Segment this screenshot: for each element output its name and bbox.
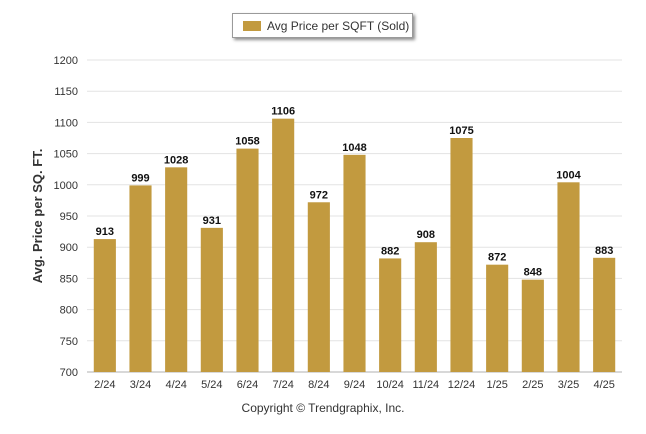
x-tick-label: 2/25 [522, 379, 543, 391]
bar [236, 148, 259, 372]
bar-value-label: 931 [203, 215, 221, 227]
bar [129, 185, 152, 372]
bar [486, 264, 509, 372]
bar [379, 258, 402, 372]
bar-value-label: 1106 [271, 106, 295, 118]
bar [450, 138, 473, 372]
bar [557, 182, 580, 372]
bar-value-label: 883 [595, 245, 613, 257]
y-tick-label: 700 [60, 367, 78, 379]
bar-value-label: 999 [131, 172, 149, 184]
x-tick-label: 2/24 [94, 379, 115, 391]
bar-value-label: 848 [524, 267, 542, 279]
bar [521, 279, 544, 372]
bar [165, 167, 188, 372]
bar-value-label: 882 [381, 245, 399, 257]
bar-value-label: 1048 [342, 142, 366, 154]
x-tick-label: 3/24 [130, 379, 151, 391]
x-tick-label: 1/25 [486, 379, 507, 391]
x-tick-label: 6/24 [237, 379, 258, 391]
x-tick-label: 4/24 [165, 379, 186, 391]
bar-value-label: 872 [488, 252, 506, 264]
y-tick-label: 1000 [54, 180, 78, 192]
bar [343, 154, 366, 372]
x-tick-label: 12/24 [448, 379, 476, 391]
x-tick-label: 4/25 [593, 379, 614, 391]
legend: Avg Price per SQFT (Sold) [232, 13, 413, 38]
bar-value-label: 1075 [449, 125, 473, 137]
y-tick-label: 1050 [54, 149, 78, 161]
x-tick-label: 7/24 [272, 379, 293, 391]
x-tick-label: 5/24 [201, 379, 222, 391]
bar [307, 202, 330, 372]
x-tick-label: 11/24 [412, 379, 439, 391]
bar-value-label: 1028 [164, 154, 188, 166]
x-tick-label: 8/24 [308, 379, 329, 391]
bar [200, 227, 223, 372]
y-tick-label: 750 [60, 336, 78, 348]
y-axis-label: Avg. Price per SQ. FT. [30, 149, 45, 284]
y-tick-label: 1200 [54, 55, 78, 67]
x-tick-label: 10/24 [376, 379, 404, 391]
copyright-footer: Copyright © Trendgraphix, Inc. [241, 401, 405, 415]
y-tick-label: 950 [60, 211, 78, 223]
bar-value-label: 1058 [235, 136, 259, 148]
y-tick-label: 1150 [54, 86, 78, 98]
bar-value-label: 1004 [556, 169, 581, 181]
bar-value-label: 908 [417, 229, 435, 241]
y-tick-label: 850 [60, 273, 78, 285]
bar-value-label: 913 [96, 226, 114, 238]
y-tick-label: 1100 [54, 117, 78, 129]
legend-swatch [243, 20, 261, 31]
bar [414, 242, 437, 372]
bar-value-label: 972 [310, 189, 328, 201]
legend-label: Avg Price per SQFT (Sold) [267, 18, 410, 33]
x-tick-label: 9/24 [344, 379, 365, 391]
bar [272, 118, 295, 372]
bar [93, 239, 116, 372]
x-tick-label: 3/25 [558, 379, 579, 391]
y-tick-label: 900 [60, 242, 78, 254]
bar [593, 257, 616, 372]
y-tick-label: 800 [60, 305, 78, 317]
